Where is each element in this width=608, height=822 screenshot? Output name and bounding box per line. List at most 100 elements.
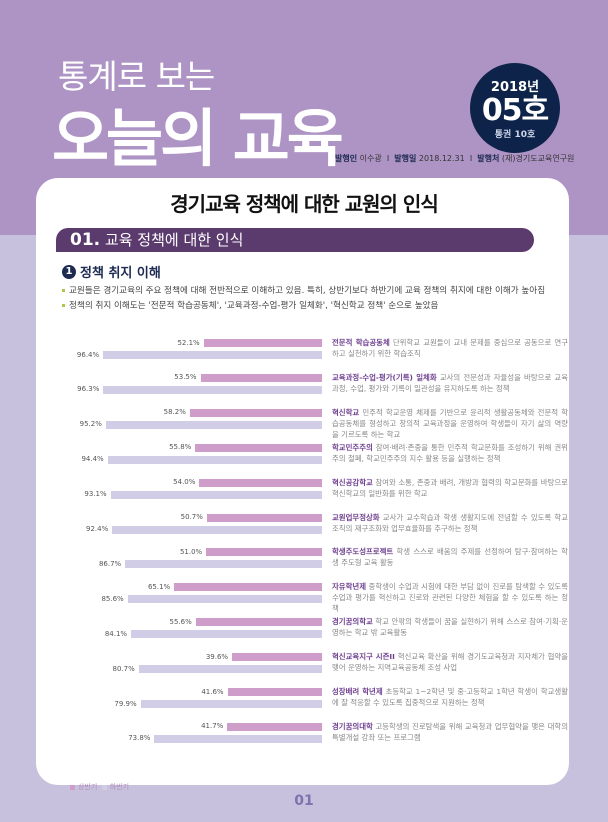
bar-first-half xyxy=(227,688,322,696)
bar-second-half xyxy=(105,420,322,429)
policy-name: 혁신교육지구 시즌II xyxy=(332,652,395,662)
value-label: 79.9% xyxy=(114,699,137,708)
bar-first-half xyxy=(189,408,322,417)
value-label: 41.7% xyxy=(201,722,224,731)
policy-description: 교육과정-수업-평가(기록) 일체화 교사의 전문성과 자율성을 바탕으로 교육… xyxy=(332,372,568,394)
bar-first-half xyxy=(206,513,322,522)
publication-info: 발행인 이수광 I 발행일 2018.12.31 I 발행처 (재)경기도교육연… xyxy=(335,153,574,164)
policy-desc-text: 중학생이 수업과 시험에 대한 부담 없이 진로를 탐색할 수 있도록 수업과 … xyxy=(332,582,568,614)
policy-desc-text: 고등학생의 진로탐색을 위해 교육청과 업무협약을 맺은 대학의 특별개설 강좌… xyxy=(332,721,568,742)
bar-second-half xyxy=(112,525,322,534)
date-label: 발행일 xyxy=(394,154,417,163)
bar-first-half xyxy=(200,373,322,382)
policy-desc-text: 참여와 소통, 존중과 배려, 개방과 협력의 학교문화를 바탕으로 혁신학교의… xyxy=(332,477,568,498)
bar-first-half xyxy=(206,548,322,557)
policy-description: 성장배려 학년제 초등학교 1~2학년 및 중·고등학교 1학년 학생이 학교생… xyxy=(332,686,568,708)
value-label: 80.7% xyxy=(112,664,135,673)
policy-desc-text: 학생 스스로 배움의 주제를 선정하여 탐구·참여하는 학생 주도형 교육 활동 xyxy=(332,547,568,568)
page-title: 경기교육 정책에 대한 교원의 인식 xyxy=(170,192,438,216)
bar-second-half xyxy=(154,734,322,743)
bar-second-half xyxy=(131,630,322,639)
bullet-item: 정책의 취지 이해도는 '전문적 학습공동체', '교육과정-수업-평가 일체화… xyxy=(62,299,438,311)
bullet-item: 교원들은 경기교육의 주요 정책에 대해 전반적으로 이해하고 있음. 특히, … xyxy=(62,284,545,296)
value-label: 84.1% xyxy=(104,629,128,638)
header-subtitle: 통계로 보는 xyxy=(58,57,215,96)
value-label: 55.6% xyxy=(169,617,192,626)
policy-name: 혁신공감학교 xyxy=(332,477,373,487)
policy-desc-text: 교사가 교수학습과 학생 생활지도에 전념할 수 있도록 학교조직의 재구조화와… xyxy=(332,512,568,533)
legend-swatch-second-half xyxy=(101,784,107,790)
value-label: 73.8% xyxy=(128,734,151,743)
badge-year: 2018년 xyxy=(490,80,540,95)
bar-second-half xyxy=(103,385,322,394)
issue-badge: 2018년 05호 통권 10호 xyxy=(470,63,560,153)
value-label: 86.7% xyxy=(98,559,122,568)
policy-name: 경기꿈의학교 xyxy=(332,617,373,627)
value-label: 65.1% xyxy=(147,582,171,591)
policy-description: 교원업무정상화 교사가 교수학습과 학생 생활지도에 전념할 수 있도록 학교조… xyxy=(332,512,568,534)
policy-description: 혁신학교 민주적 학교운영 체제를 기반으로 윤리적 생활공동체와 전문적 학습… xyxy=(332,407,568,440)
bar-second-half xyxy=(103,351,322,359)
policy-desc-text: 혁신교육 확산을 위해 경기도교육청과 지자체가 협약을 맺어 운영하는 지역교… xyxy=(332,652,569,673)
section-title: 교육 정책에 대한 인식 xyxy=(104,231,244,249)
policy-desc-text: 참여·배려·존중을 통한 민주적 학교문화를 조성하기 위해 권위주의 철폐, … xyxy=(332,442,568,463)
policy-description: 자유학년제 중학생이 수업과 시험에 대한 부담 없이 진로를 탐색할 수 있도… xyxy=(332,581,568,614)
org-label: 발행처 xyxy=(477,154,500,163)
bar-second-half xyxy=(125,560,322,569)
value-label: 58.2% xyxy=(163,408,186,417)
value-label: 52.1% xyxy=(177,338,200,347)
number-circle-icon: 1 xyxy=(62,264,76,279)
policy-name: 교육과정-수업-평가(기록) 일체화 xyxy=(332,372,437,382)
date: 2018.12.31 xyxy=(418,154,465,163)
badge-total: 통권 10호 xyxy=(494,130,536,140)
policy-name: 자유학년제 xyxy=(332,582,366,592)
bar-first-half xyxy=(232,653,322,662)
org: (재)경기도교육연구원 xyxy=(501,154,575,163)
policy-name: 학교민주주의 xyxy=(332,442,373,452)
bar-second-half xyxy=(140,700,322,708)
policy-desc-text: 학교 안팎의 학생들이 꿈을 실현하기 위해 스스로 참여·기획·운영하는 학교… xyxy=(332,617,568,638)
subheading: 1 정책 취지 이해 xyxy=(62,262,161,281)
legend-first-half: 상반기 xyxy=(78,783,98,791)
bar-second-half xyxy=(127,595,322,604)
policy-description: 혁신교육지구 시즌II 혁신교육 확산을 위해 경기도교육청과 지자체가 협약을… xyxy=(332,651,568,673)
policy-name: 교원업무정상화 xyxy=(332,512,380,522)
bar-first-half xyxy=(174,583,322,592)
policy-name: 경기꿈의대학 xyxy=(332,721,373,731)
value-label: 94.4% xyxy=(81,455,104,464)
bar-first-half xyxy=(227,722,322,731)
publisher-label: 발행인 xyxy=(335,154,358,163)
value-label: 53.5% xyxy=(174,373,197,382)
value-label: 92.4% xyxy=(86,525,109,533)
value-label: 39.6% xyxy=(205,652,229,661)
value-label: 96.4% xyxy=(76,350,100,359)
bar-second-half xyxy=(107,455,322,464)
section-number: 01. xyxy=(70,230,101,250)
policy-desc-text: 단위학교 교원들이 교내 문제를 중심으로 공동으로 연구하고 실천하기 위한 … xyxy=(332,338,568,358)
value-label: 93.1% xyxy=(84,490,107,499)
bar-first-half xyxy=(195,618,322,627)
page-number: 01 xyxy=(294,793,314,809)
bar-first-half xyxy=(203,339,322,347)
policy-description: 경기꿈의대학 고등학생의 진로탐색을 위해 교육청과 업무협약을 맺은 대학의 … xyxy=(332,721,568,743)
value-label: 96.3% xyxy=(77,385,100,394)
value-label: 55.8% xyxy=(169,443,192,452)
bar-second-half xyxy=(110,490,322,499)
policy-desc-text: 교사의 전문성과 자율성을 바탕으로 교육과정, 수업, 평가와 기록이 일관성… xyxy=(332,372,568,393)
badge-issue: 05호 xyxy=(481,93,549,128)
value-label: 95.2% xyxy=(79,420,102,429)
value-label: 41.6% xyxy=(201,687,224,696)
value-label: 54.0% xyxy=(173,478,196,487)
separator: I xyxy=(386,154,390,163)
legend-swatch-first-half xyxy=(70,784,75,790)
publisher: 이수광 xyxy=(359,154,382,163)
bar-second-half xyxy=(138,665,322,674)
value-label: 85.6% xyxy=(101,594,124,603)
bar-first-half xyxy=(199,478,322,487)
policy-description: 전문적 학습공동체 단위학교 교원들이 교내 문제를 중심으로 공동으로 연구하… xyxy=(332,337,568,359)
value-label: 51.0% xyxy=(179,547,203,556)
policy-name: 학생주도성프로젝트 xyxy=(332,547,394,557)
policy-description: 혁신공감학교 참여와 소통, 존중과 배려, 개방과 협력의 학교문화를 바탕으… xyxy=(332,477,568,499)
policy-description: 경기꿈의학교 학교 안팎의 학생들이 꿈을 실현하기 위해 스스로 참여·기획·… xyxy=(332,616,568,638)
policy-name: 혁신학교 xyxy=(332,407,360,417)
